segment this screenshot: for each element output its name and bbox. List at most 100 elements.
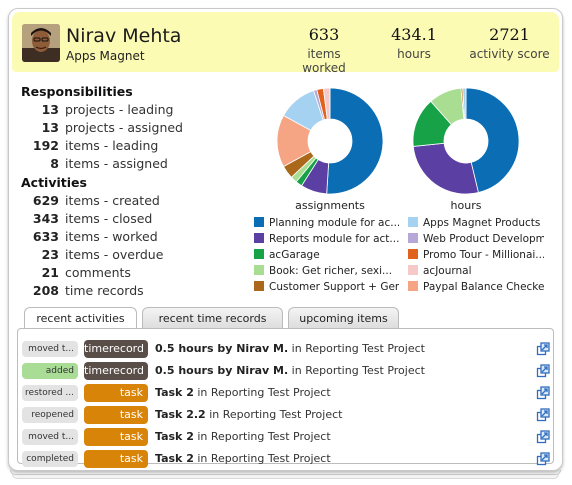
action-badge: reopened xyxy=(22,407,78,423)
row-label: items - assigned xyxy=(65,156,168,171)
user-name[interactable]: Nirav Mehta xyxy=(66,25,182,47)
open-external-icon[interactable] xyxy=(536,364,550,378)
legend-item[interactable]: Apps Magnet Products xyxy=(408,217,544,229)
type-badge: task xyxy=(84,406,148,424)
stat-label: items worked xyxy=(302,47,346,75)
activity-description: 0.5 hours by Nirav M. in Reporting Test … xyxy=(155,341,425,357)
stat-activity-score: 2721 activity score xyxy=(467,25,552,61)
activity-description: Task 2 in Reporting Test Project xyxy=(155,385,331,401)
tab-recent-time-records[interactable]: recent time records xyxy=(142,307,283,329)
open-external-icon[interactable] xyxy=(536,408,550,422)
activity-stat-row[interactable]: 208 time records xyxy=(21,283,144,298)
activity-description: Task 2 in Reporting Test Project xyxy=(155,429,331,445)
open-external-icon[interactable] xyxy=(536,386,550,400)
activity-description: 0.5 hours by Nirav M. in Reporting Test … xyxy=(155,363,425,379)
legend-swatch xyxy=(254,217,264,227)
activity-context: in Reporting Test Project xyxy=(209,408,343,421)
responsibility-row[interactable]: 13 projects - leading xyxy=(21,102,174,117)
hours-chart-caption: hours xyxy=(450,199,482,212)
open-external-icon[interactable] xyxy=(536,430,550,444)
legend-label: acGarage xyxy=(269,249,320,261)
activity-title-link[interactable]: Task 2.2 xyxy=(155,408,206,421)
action-badge: moved t... xyxy=(22,341,78,357)
donut-slice xyxy=(326,87,384,195)
activity-stat-row[interactable]: 343 items - closed xyxy=(21,211,152,226)
action-badge: moved t... xyxy=(22,429,78,445)
activity-row: completed task Task 2 in Reporting Test … xyxy=(22,449,550,469)
count: 23 xyxy=(41,247,59,262)
legend-item[interactable]: Promo Tour - Millionai... xyxy=(408,249,544,261)
activity-row: reopened task Task 2.2 in Reporting Test… xyxy=(22,405,550,425)
count: 21 xyxy=(41,265,59,280)
activity-title-link[interactable]: Task 2 xyxy=(155,430,194,443)
row-label: comments xyxy=(65,265,131,280)
legend-swatch xyxy=(254,249,264,259)
action-badge: completed xyxy=(22,451,78,467)
count: 343 xyxy=(32,211,59,226)
legend-swatch xyxy=(254,233,264,243)
activity-stat-row[interactable]: 23 items - overdue xyxy=(21,247,164,262)
action-badge: restored ... xyxy=(22,385,78,401)
activity-context: in Reporting Test Project xyxy=(291,342,425,355)
legend-item[interactable]: Web Product Developmen xyxy=(408,233,544,245)
count: 13 xyxy=(41,102,59,117)
activity-description: Task 2.2 in Reporting Test Project xyxy=(155,407,342,423)
type-badge: task xyxy=(84,428,148,446)
legend-item[interactable]: Reports module for act... xyxy=(254,233,399,245)
legend-swatch xyxy=(408,265,418,275)
legend-label: Apps Magnet Products xyxy=(423,217,541,229)
row-label: items - closed xyxy=(65,211,153,226)
legend-item[interactable]: Customer Support + Gen... xyxy=(254,281,399,293)
activity-stat-row[interactable]: 21 comments xyxy=(21,265,131,280)
activity-stat-row[interactable]: 633 items - worked xyxy=(21,229,158,244)
activity-row: moved t... timerecord 0.5 hours by Nirav… xyxy=(22,339,550,359)
legend-item[interactable]: Planning module for ac... xyxy=(254,217,399,229)
stat-items-worked: 633 items worked xyxy=(284,25,364,75)
count: 633 xyxy=(32,229,59,244)
profile-header: Nirav Mehta Apps Magnet 633 items worked… xyxy=(12,12,559,75)
legend-label: Book: Get richer, sexi... xyxy=(269,265,393,277)
responsibility-row[interactable]: 13 projects - assigned xyxy=(21,120,183,135)
activity-title-link[interactable]: 0.5 hours by Nirav M. xyxy=(155,342,289,355)
activity-row: restored ... task Task 2 in Reporting Te… xyxy=(22,383,550,403)
legend-swatch xyxy=(408,249,418,259)
legend-label: Planning module for ac... xyxy=(269,217,399,229)
legend-label: Web Product Developmen xyxy=(423,233,544,245)
legend-item[interactable]: acJournal xyxy=(408,265,544,277)
legend-item[interactable]: Book: Get richer, sexi... xyxy=(254,265,399,277)
count: 192 xyxy=(32,138,59,153)
tab-upcoming-items[interactable]: upcoming items xyxy=(288,307,399,329)
avatar[interactable] xyxy=(22,24,60,62)
activity-title-link[interactable]: 0.5 hours by Nirav M. xyxy=(155,364,289,377)
activity-context: in Reporting Test Project xyxy=(197,452,331,465)
activity-title-link[interactable]: Task 2 xyxy=(155,452,194,465)
responsibility-row[interactable]: 192 items - leading xyxy=(21,138,158,153)
count: 8 xyxy=(50,156,59,171)
legend-label: Customer Support + Gen... xyxy=(269,281,399,293)
recent-activities-panel: moved t... timerecord 0.5 hours by Nirav… xyxy=(17,328,554,468)
legend-swatch xyxy=(254,281,264,291)
tab-recent-activities[interactable]: recent activities xyxy=(24,307,137,330)
legend-swatch xyxy=(254,265,264,275)
legend-swatch xyxy=(408,233,418,243)
donut-slice xyxy=(462,87,467,120)
legend-item[interactable]: acGarage xyxy=(254,249,399,261)
responsibility-row[interactable]: 8 items - assigned xyxy=(21,156,168,171)
type-badge: task xyxy=(84,450,148,468)
legend-swatch xyxy=(408,217,418,227)
stat-value: 633 xyxy=(308,25,340,44)
row-label: projects - leading xyxy=(65,102,174,117)
open-external-icon[interactable] xyxy=(536,452,550,466)
action-badge: added xyxy=(22,363,78,379)
activity-stat-row[interactable]: 629 items - created xyxy=(21,193,160,208)
user-company[interactable]: Apps Magnet xyxy=(66,49,145,63)
donut-slice xyxy=(465,87,520,194)
activity-title-link[interactable]: Task 2 xyxy=(155,386,194,399)
legend-label: Promo Tour - Millionai... xyxy=(423,249,544,261)
type-badge: timerecord xyxy=(84,362,148,380)
responsibilities-heading: Responsibilities xyxy=(21,84,133,99)
open-external-icon[interactable] xyxy=(536,342,550,356)
user-profile-card: Nirav Mehta Apps Magnet 633 items worked… xyxy=(8,8,563,471)
